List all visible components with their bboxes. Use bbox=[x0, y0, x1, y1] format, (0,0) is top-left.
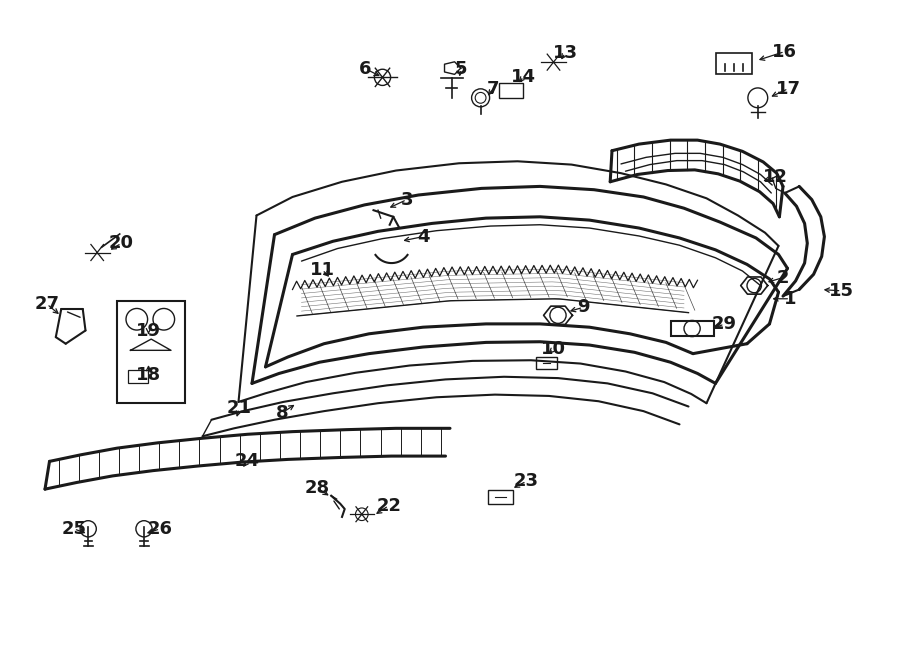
Text: 16: 16 bbox=[772, 42, 797, 61]
Text: 21: 21 bbox=[227, 399, 252, 418]
Text: 7: 7 bbox=[487, 79, 500, 98]
Bar bbox=[117, 301, 184, 403]
Text: 4: 4 bbox=[417, 227, 429, 246]
Text: 14: 14 bbox=[511, 67, 536, 86]
Text: 15: 15 bbox=[829, 282, 854, 300]
Text: 29: 29 bbox=[712, 315, 737, 333]
Bar bbox=[716, 53, 752, 74]
Text: 17: 17 bbox=[776, 79, 801, 98]
Text: 10: 10 bbox=[541, 340, 566, 358]
Bar bbox=[536, 357, 557, 369]
Text: 12: 12 bbox=[763, 168, 788, 186]
Text: 1: 1 bbox=[784, 290, 796, 308]
Circle shape bbox=[356, 508, 368, 521]
Text: 22: 22 bbox=[376, 496, 401, 515]
Text: 27: 27 bbox=[34, 295, 59, 313]
Text: 26: 26 bbox=[148, 520, 173, 538]
Text: 25: 25 bbox=[61, 520, 86, 538]
Bar bbox=[128, 370, 148, 383]
Bar bbox=[488, 490, 513, 504]
Text: 24: 24 bbox=[235, 452, 260, 471]
Text: 18: 18 bbox=[136, 366, 161, 385]
Text: 20: 20 bbox=[109, 234, 134, 253]
Bar bbox=[670, 321, 714, 336]
Text: 28: 28 bbox=[304, 479, 329, 497]
Text: 8: 8 bbox=[275, 404, 288, 422]
Text: 19: 19 bbox=[136, 321, 161, 340]
Text: 9: 9 bbox=[577, 298, 590, 317]
Text: 11: 11 bbox=[310, 260, 335, 279]
Circle shape bbox=[374, 69, 391, 85]
Bar bbox=[500, 83, 523, 98]
Text: 5: 5 bbox=[454, 59, 467, 78]
Text: 2: 2 bbox=[777, 268, 789, 287]
Text: 13: 13 bbox=[553, 44, 578, 62]
Text: 3: 3 bbox=[400, 190, 413, 209]
Text: 6: 6 bbox=[359, 59, 372, 78]
Text: 23: 23 bbox=[514, 472, 539, 490]
